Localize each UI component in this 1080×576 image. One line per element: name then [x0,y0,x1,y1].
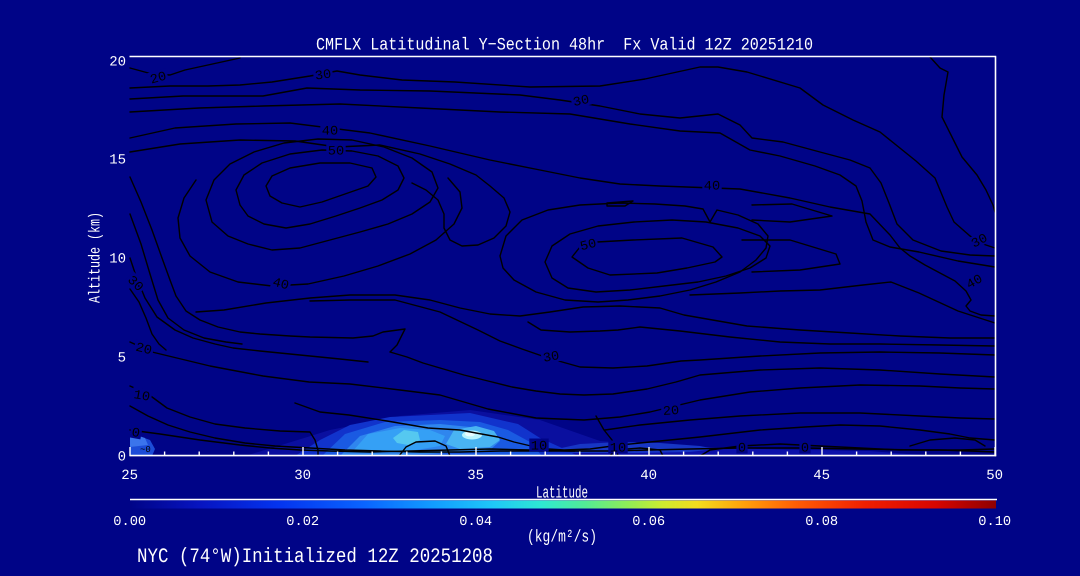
svg-text:50: 50 [986,468,1003,484]
svg-text:30: 30 [542,348,561,366]
svg-text:35: 35 [467,468,484,484]
svg-text:30: 30 [314,66,332,83]
svg-text:0: 0 [801,441,809,456]
svg-text:0: 0 [118,450,126,466]
svg-text:30: 30 [294,468,311,484]
svg-text:0.08: 0.08 [805,515,838,530]
svg-text:0.10: 0.10 [978,515,1011,530]
svg-text:0: 0 [738,441,746,456]
svg-text:Altitude (km): Altitude (km) [87,212,105,303]
svg-text:50: 50 [328,144,344,159]
svg-text:20: 20 [134,340,154,359]
svg-text:0.00: 0.00 [113,515,146,530]
svg-text:30: 30 [572,92,591,110]
svg-text:10: 10 [109,252,126,268]
svg-text:40: 40 [964,271,986,292]
svg-text:40: 40 [271,275,291,294]
svg-text:5: 5 [118,351,126,367]
svg-text:10: 10 [132,387,151,405]
svg-text:50: 50 [578,236,598,255]
svg-text:30: 30 [969,230,991,251]
svg-text:20: 20 [109,55,126,71]
svg-text:40: 40 [640,468,657,484]
svg-text:~0: ~0 [140,445,151,455]
svg-text:15: 15 [109,153,126,169]
svg-text:10: 10 [531,439,547,454]
svg-text:20: 20 [662,403,679,419]
svg-text:0.06: 0.06 [632,515,665,530]
svg-text:10: 10 [610,441,626,456]
svg-text:0.02: 0.02 [286,515,319,530]
svg-text:20: 20 [148,68,168,87]
svg-text:40: 40 [704,179,720,194]
svg-text:25: 25 [121,468,138,484]
svg-text:0.04: 0.04 [459,515,492,530]
svg-text:NYC (74°W)Initialized 12Z 2025: NYC (74°W)Initialized 12Z 20251208 [137,546,493,569]
svg-text:40: 40 [322,124,338,139]
svg-text:CMFLX Latitudinal Y−Section 48: CMFLX Latitudinal Y−Section 48hr Fx Vali… [316,37,813,56]
svg-text:Latitude: Latitude [536,485,588,504]
svg-text:0: 0 [130,425,141,441]
svg-text:(kg/m²/s): (kg/m²/s) [527,529,597,548]
svg-text:45: 45 [813,468,830,484]
